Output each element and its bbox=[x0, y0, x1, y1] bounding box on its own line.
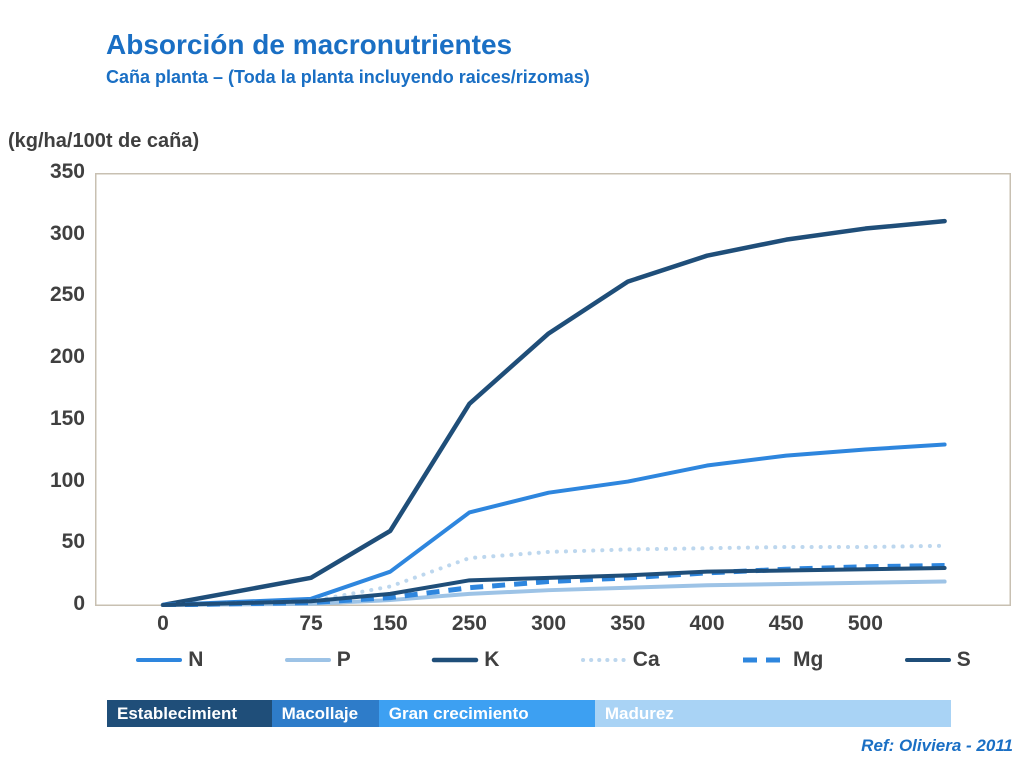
legend-swatch-P-icon bbox=[284, 658, 331, 662]
legend-item-S: S bbox=[904, 648, 971, 672]
chart-plot bbox=[95, 173, 1011, 608]
x-tick-label: 0 bbox=[157, 612, 169, 635]
legend-label: S bbox=[956, 648, 971, 671]
y-axis-unit-label: (kg/ha/100t de caña) bbox=[8, 130, 200, 152]
y-tick-label: 300 bbox=[49, 221, 85, 245]
series-line-S bbox=[161, 565, 947, 607]
y-tick-label: 100 bbox=[49, 468, 85, 492]
legend-item-Mg: Mg bbox=[740, 648, 823, 672]
chart-area bbox=[95, 173, 1011, 608]
y-tick-label: 350 bbox=[49, 160, 85, 183]
legend-label: K bbox=[484, 648, 500, 671]
x-tick-label: 75 bbox=[299, 612, 323, 635]
legend-item-Ca: Ca bbox=[580, 648, 660, 672]
legend-label: Mg bbox=[793, 648, 824, 671]
chart-legend: N P K Ca Mg S bbox=[95, 648, 1011, 672]
y-tick-label: 250 bbox=[49, 283, 85, 307]
plot-border bbox=[95, 173, 1011, 606]
y-tick-label: 150 bbox=[49, 406, 85, 430]
reference-text: Ref: Oliviera - 2011 bbox=[861, 736, 1013, 755]
phase-segment-3: Gran crecimiento bbox=[378, 700, 595, 727]
series-line-N bbox=[161, 442, 947, 607]
series-line-K bbox=[160, 218, 947, 608]
x-tick-label: 400 bbox=[689, 612, 725, 635]
legend-item-K: K bbox=[431, 648, 499, 672]
legend-label: N bbox=[188, 648, 204, 671]
legend-swatch-K-icon bbox=[431, 657, 479, 663]
y-tick-label: 0 bbox=[73, 592, 85, 615]
phase-segment-4: Madurez bbox=[594, 700, 951, 727]
x-tick-label: 450 bbox=[768, 612, 804, 635]
page-title: Absorción de macronutrientes bbox=[106, 29, 513, 60]
slide-header: Absorción de macronutrientes Caña planta… bbox=[106, 29, 590, 88]
legend-label: Ca bbox=[632, 648, 660, 671]
legend-item-N: N bbox=[135, 648, 203, 672]
x-tick-label: 500 bbox=[847, 612, 883, 635]
x-tick-label: 250 bbox=[451, 612, 487, 635]
legend-swatch-Ca-icon bbox=[580, 658, 627, 662]
x-tick-label: 350 bbox=[610, 612, 646, 635]
page-subtitle: Caña planta – (Toda la planta incluyendo… bbox=[106, 66, 590, 87]
y-tick-label: 200 bbox=[49, 345, 85, 369]
x-tick-label: 300 bbox=[531, 612, 567, 635]
phase-segment-1: Establecimient bbox=[107, 700, 272, 727]
legend-item-P: P bbox=[284, 648, 351, 672]
x-tick-label: 150 bbox=[372, 612, 408, 635]
series-line-Ca bbox=[161, 543, 947, 607]
phase-segment-2: Macollaje bbox=[271, 700, 379, 727]
legend-swatch-N-icon bbox=[136, 658, 183, 662]
legend-label: P bbox=[336, 648, 351, 671]
legend-swatch-S-icon bbox=[904, 658, 951, 662]
legend-swatch-Mg-icon bbox=[743, 657, 786, 663]
y-tick-label: 50 bbox=[61, 530, 85, 554]
growth-phase-bar: Establecimient Macollaje Gran crecimiento M… bbox=[107, 700, 951, 727]
